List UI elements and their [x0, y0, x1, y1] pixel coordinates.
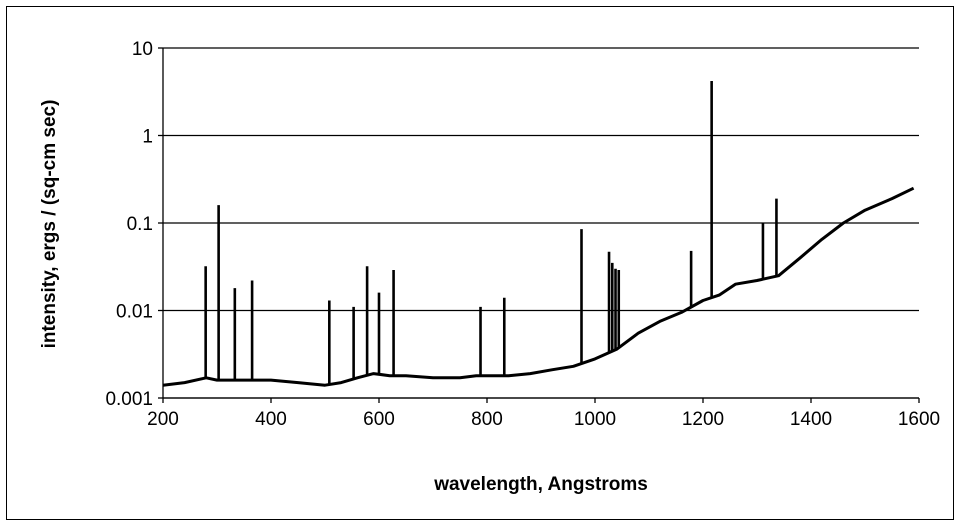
x-tick-label-6: 1400	[790, 409, 832, 430]
x-tick-label-1: 400	[255, 409, 287, 430]
x-tick-label-5: 1200	[682, 409, 724, 430]
x-tick-label-3: 800	[471, 409, 503, 430]
y-tick-label-1: 0.01	[116, 302, 153, 323]
y-tick-label-2: 0.1	[127, 214, 153, 235]
x-tick-label-0: 200	[147, 409, 179, 430]
y-tick-label-4: 10	[132, 39, 153, 60]
axes	[158, 47, 920, 403]
y-axis-title: intensity, ergs / (sq-cm sec)	[39, 100, 60, 349]
continuum-line	[162, 186, 915, 387]
y-tick-labels: 0.001 0.01 0.1 1 10	[105, 39, 153, 410]
y-tick-label-0: 0.001	[105, 389, 153, 410]
continuum-series	[162, 186, 915, 387]
x-axis-title: wavelength, Angstroms	[433, 474, 648, 495]
emission-lines	[204, 80, 778, 385]
y-tick-label-3: 1	[142, 127, 153, 148]
x-tick-label-4: 1000	[574, 409, 616, 430]
x-tick-label-2: 600	[363, 409, 395, 430]
gridlines	[163, 47, 919, 399]
x-tick-labels: 200 400 600 800 1000 1200 1400 1600	[147, 409, 940, 430]
x-tick-label-7: 1600	[898, 409, 940, 430]
